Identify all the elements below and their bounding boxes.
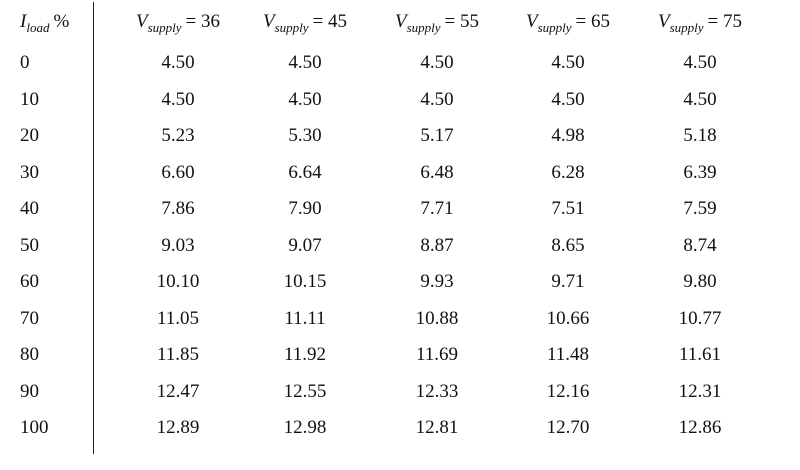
value-cell: 11.48 <box>546 344 590 365</box>
value-cell: 6.60 <box>161 161 195 183</box>
value-cell: 4.50 <box>420 52 454 73</box>
value-cell: 5.23 <box>161 125 195 146</box>
value-cell: 11.05 <box>156 307 200 329</box>
header-subscript: supply <box>274 20 309 35</box>
value-cell: 10.66 <box>546 307 590 329</box>
value-cell: 12.81 <box>415 417 459 438</box>
value-cell: 11.61 <box>678 344 722 365</box>
header-cell: Vsupply = 55 <box>394 11 480 35</box>
header-cell: Vsupply = 36 <box>135 11 221 35</box>
value-cell: 4.50 <box>683 88 717 110</box>
value-cell: 4.50 <box>551 88 585 110</box>
value-cell: 6.48 <box>420 161 454 183</box>
value-cell: 4.50 <box>683 52 717 73</box>
value-cell: 12.31 <box>678 380 722 402</box>
header-rest: = 45 <box>312 11 348 32</box>
value-cell: 9.07 <box>288 234 322 256</box>
header-subscript: load <box>26 20 50 35</box>
row-label: 100 <box>20 417 49 438</box>
header-cell: Vsupply = 65 <box>525 11 611 35</box>
value-cell: 10.88 <box>415 307 459 329</box>
row-label: 40 <box>20 198 39 219</box>
value-cell: 4.50 <box>161 88 195 110</box>
value-cell: 10.15 <box>283 271 327 292</box>
row-label: 30 <box>20 161 39 183</box>
value-cell: 6.39 <box>683 161 717 183</box>
value-cell: 11.11 <box>284 307 326 329</box>
value-cell: 7.86 <box>161 198 195 219</box>
header-symbol: V <box>657 11 670 32</box>
header-rest: = 75 <box>707 11 743 32</box>
header-cell: Vsupply = 45 <box>262 11 348 35</box>
header-cell: Vsupply = 75 <box>657 11 743 35</box>
header-symbol: I <box>20 11 27 32</box>
value-cell: 10.77 <box>678 307 722 329</box>
value-cell: 4.50 <box>161 52 195 73</box>
value-cell: 8.87 <box>420 234 454 256</box>
row-label: 10 <box>20 88 39 110</box>
header-subscript: supply <box>537 20 572 35</box>
value-cell: 9.80 <box>683 271 717 292</box>
value-cell: 12.70 <box>546 417 590 438</box>
value-cell: 12.98 <box>283 417 327 438</box>
value-cell: 12.47 <box>156 380 200 402</box>
value-cell: 11.69 <box>415 344 459 365</box>
value-cell: 9.03 <box>161 234 195 256</box>
value-cell: 6.28 <box>551 161 585 183</box>
row-label: 90 <box>20 380 39 402</box>
value-cell: 5.17 <box>420 125 454 146</box>
value-cell: 7.71 <box>420 198 454 219</box>
header-subscript: supply <box>669 20 704 35</box>
value-cell: 4.50 <box>420 88 454 110</box>
row-label: 80 <box>20 344 39 365</box>
value-cell: 4.50 <box>551 52 585 73</box>
header-cell: Iload% <box>20 11 70 35</box>
value-cell: 7.90 <box>288 198 322 219</box>
value-cell: 5.18 <box>683 125 717 146</box>
header-rest: % <box>53 11 70 32</box>
row-label: 70 <box>20 307 39 329</box>
value-cell: 8.65 <box>551 234 585 256</box>
header-subscript: supply <box>147 20 182 35</box>
value-cell: 9.71 <box>551 271 585 292</box>
value-cell: 7.59 <box>683 198 717 219</box>
value-cell: 12.55 <box>283 380 327 402</box>
value-cell: 12.86 <box>678 417 722 438</box>
value-cell: 11.92 <box>283 344 327 365</box>
value-cell: 4.50 <box>288 88 322 110</box>
header-rest: = 65 <box>575 11 611 32</box>
row-label: 20 <box>20 125 39 146</box>
header-rest: = 36 <box>185 11 221 32</box>
value-cell: 8.74 <box>683 234 717 256</box>
header-symbol: V <box>135 11 148 32</box>
value-cell: 9.93 <box>420 271 454 292</box>
row-label: 60 <box>20 271 39 292</box>
value-cell: 6.64 <box>288 161 322 183</box>
value-cell: 5.30 <box>288 125 322 146</box>
value-cell: 4.98 <box>551 125 585 146</box>
value-cell: 4.50 <box>288 52 322 73</box>
header-rest: = 55 <box>444 11 480 32</box>
value-cell: 12.89 <box>156 417 200 438</box>
header-symbol: V <box>262 11 275 32</box>
header-symbol: V <box>525 11 538 32</box>
column-separator <box>93 2 94 454</box>
value-cell: 12.33 <box>415 380 459 402</box>
row-label: 0 <box>20 52 30 73</box>
value-cell: 11.85 <box>156 344 200 365</box>
value-cell: 10.10 <box>156 271 200 292</box>
header-symbol: V <box>394 11 407 32</box>
value-cell: 7.51 <box>551 198 585 219</box>
value-cell: 12.16 <box>546 380 590 402</box>
header-subscript: supply <box>406 20 441 35</box>
row-label: 50 <box>20 234 39 256</box>
